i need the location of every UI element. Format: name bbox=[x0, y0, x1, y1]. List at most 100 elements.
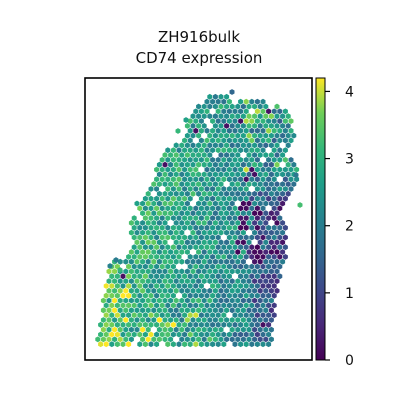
expression-spot bbox=[207, 132, 213, 139]
expression-spot bbox=[252, 210, 258, 217]
expression-spot bbox=[238, 292, 244, 299]
expression-spot bbox=[204, 331, 210, 338]
expression-spot bbox=[190, 326, 196, 333]
expression-spot bbox=[254, 98, 260, 105]
expression-spot bbox=[218, 181, 224, 187]
expression-spot bbox=[254, 292, 260, 299]
expression-spot bbox=[168, 181, 174, 187]
expression-spot bbox=[168, 200, 174, 207]
expression-spot bbox=[263, 336, 269, 343]
expression-spot bbox=[182, 244, 188, 251]
expression-spot bbox=[190, 190, 196, 197]
expression-spot bbox=[204, 98, 210, 105]
expression-spot bbox=[212, 258, 218, 265]
expression-spot bbox=[229, 89, 235, 95]
expression-spot bbox=[134, 317, 140, 323]
expression-spot bbox=[249, 234, 255, 241]
expression-spot bbox=[148, 244, 154, 251]
expression-spot bbox=[140, 278, 146, 284]
expression-spot bbox=[274, 142, 280, 149]
expression-spot bbox=[212, 171, 218, 178]
expression-spot bbox=[215, 321, 221, 328]
expression-spot bbox=[238, 283, 244, 289]
expression-spot bbox=[184, 258, 190, 265]
expression-spot bbox=[260, 215, 266, 221]
expression-spot bbox=[224, 123, 230, 129]
expression-spot bbox=[179, 258, 185, 265]
expression-spot bbox=[263, 190, 269, 197]
expression-spot bbox=[282, 195, 288, 202]
expression-spot bbox=[128, 326, 134, 333]
expression-spot bbox=[134, 326, 140, 333]
expression-spot bbox=[179, 220, 185, 226]
expression-spot bbox=[165, 224, 171, 231]
expression-spot bbox=[285, 181, 291, 187]
expression-spot bbox=[190, 317, 196, 323]
expression-spot bbox=[246, 278, 252, 284]
expression-spot bbox=[266, 166, 272, 173]
expression-spot bbox=[221, 127, 227, 134]
expression-spot bbox=[271, 283, 277, 289]
expression-spot bbox=[215, 195, 221, 202]
expression-spot bbox=[288, 176, 294, 183]
expression-spot bbox=[142, 312, 148, 318]
expression-spot bbox=[142, 321, 148, 328]
expression-spot bbox=[224, 307, 230, 314]
expression-spot bbox=[271, 195, 277, 202]
expression-spot bbox=[280, 152, 286, 158]
expression-spot bbox=[198, 215, 204, 221]
expression-spot bbox=[140, 239, 146, 246]
expression-spot bbox=[240, 142, 246, 149]
expression-spot bbox=[274, 249, 280, 255]
expression-spot bbox=[266, 157, 272, 163]
expression-spot bbox=[246, 239, 252, 246]
expression-spot bbox=[232, 254, 238, 260]
expression-spot bbox=[148, 292, 154, 299]
expression-spot bbox=[266, 331, 272, 338]
expression-spot bbox=[184, 317, 190, 323]
expression-spot bbox=[212, 103, 218, 110]
expression-spot bbox=[207, 297, 213, 304]
expression-spot bbox=[137, 292, 143, 299]
expression-spot bbox=[201, 123, 207, 129]
expression-spot bbox=[257, 190, 263, 197]
expression-spot bbox=[207, 103, 213, 110]
expression-spot bbox=[263, 132, 269, 139]
expression-spot bbox=[165, 244, 171, 251]
expression-spot bbox=[156, 336, 162, 343]
expression-spot bbox=[198, 195, 204, 202]
expression-spot bbox=[221, 263, 227, 270]
expression-spot bbox=[159, 176, 165, 183]
expression-spot bbox=[98, 331, 104, 338]
expression-spot bbox=[260, 176, 266, 183]
expression-spot bbox=[123, 326, 129, 333]
expression-spot bbox=[168, 161, 174, 168]
expression-spot bbox=[263, 239, 269, 246]
expression-spot bbox=[142, 292, 148, 299]
expression-spot bbox=[173, 326, 179, 333]
expression-spot bbox=[162, 152, 168, 158]
expression-spot bbox=[112, 326, 118, 333]
expression-spot bbox=[182, 147, 188, 154]
expression-spot bbox=[218, 132, 224, 139]
expression-spot bbox=[232, 341, 238, 348]
colorbar-tick-label: 1 bbox=[345, 286, 354, 302]
expression-spot bbox=[148, 321, 154, 328]
expression-spot bbox=[204, 312, 210, 318]
expression-spot bbox=[280, 249, 286, 255]
expression-spot bbox=[196, 181, 202, 187]
expression-spot bbox=[184, 249, 190, 255]
expression-spot bbox=[187, 137, 193, 144]
expression-spot bbox=[235, 278, 241, 284]
expression-spot bbox=[196, 103, 202, 110]
expression-spot bbox=[128, 220, 134, 226]
expression-spot bbox=[274, 239, 280, 246]
expression-spot bbox=[156, 278, 162, 284]
expression-spot bbox=[280, 258, 286, 265]
expression-spot bbox=[204, 292, 210, 299]
expression-spot bbox=[207, 229, 213, 236]
expression-spot bbox=[142, 273, 148, 280]
expression-spot bbox=[190, 210, 196, 217]
expression-spot bbox=[215, 224, 221, 231]
